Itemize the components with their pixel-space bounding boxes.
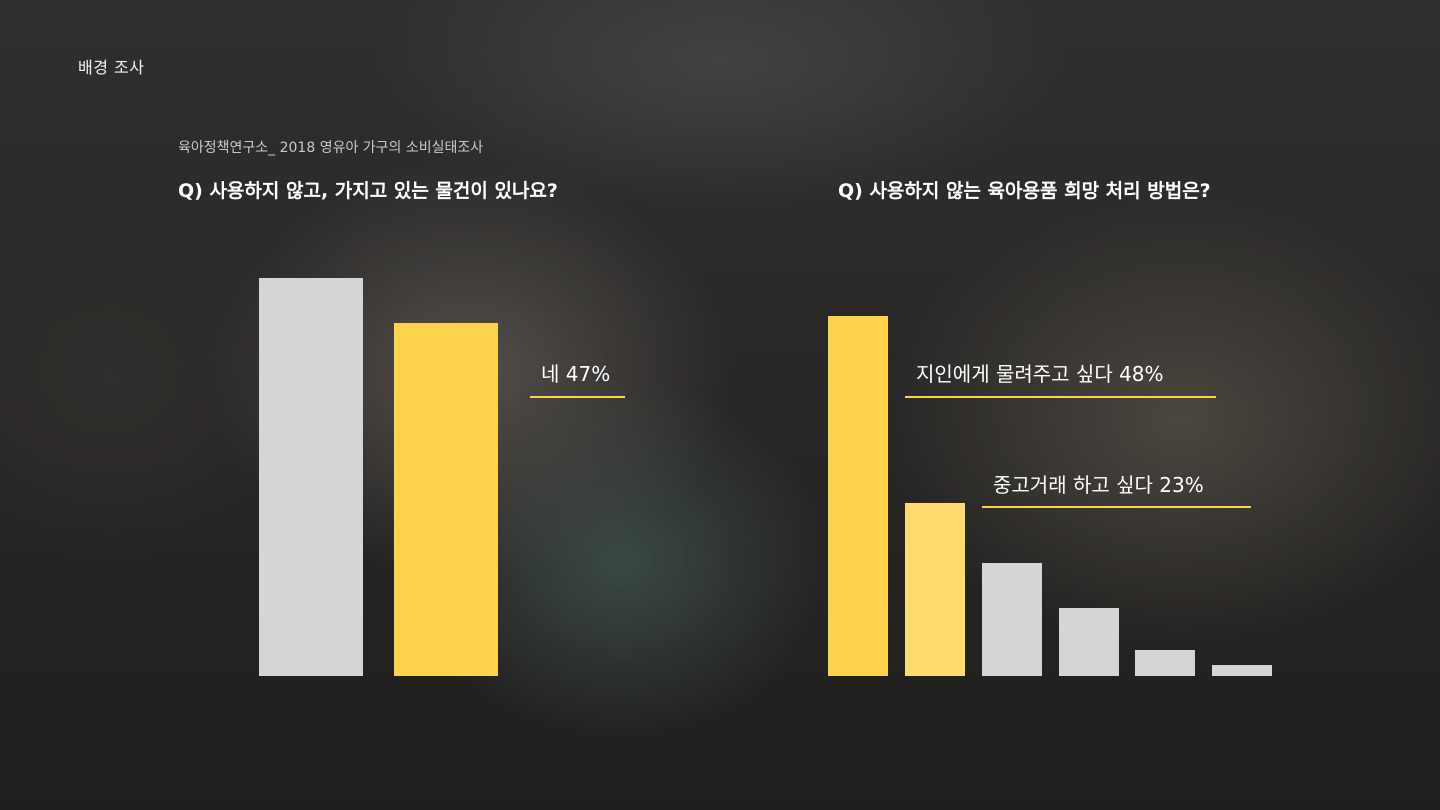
source-caption: 육아정책연구소_ 2018 영유아 가구의 소비실태조사: [178, 140, 484, 156]
chart2-bar-3: [982, 563, 1042, 676]
chart2-callout-1-label: 지인에게 물려주고 싶다 48%: [916, 362, 1164, 386]
chart2-callout-2-underline: [982, 506, 1251, 508]
section-title: 배경 조사: [78, 58, 145, 77]
chart1-bar-1: [259, 278, 363, 676]
chart2-callout-1-underline: [905, 396, 1216, 398]
chart1-title: Q) 사용하지 않고, 가지고 있는 물건이 있나요?: [178, 180, 558, 202]
chart2-bar-1: [828, 316, 888, 676]
chart1-callout-label: 네 47%: [541, 362, 611, 386]
chart1-bar-2: [394, 323, 498, 676]
chart2-title: Q) 사용하지 않는 육아용품 희망 처리 방법은?: [838, 180, 1211, 202]
chart2-bar-5: [1135, 650, 1195, 676]
chart2-bar-6: [1212, 665, 1272, 676]
chart2-bar-4: [1059, 608, 1119, 676]
chart2-bar-2: [905, 503, 965, 676]
chart2-callout-2-label: 중고거래 하고 싶다 23%: [993, 473, 1204, 497]
chart1-callout-underline: [530, 396, 625, 398]
